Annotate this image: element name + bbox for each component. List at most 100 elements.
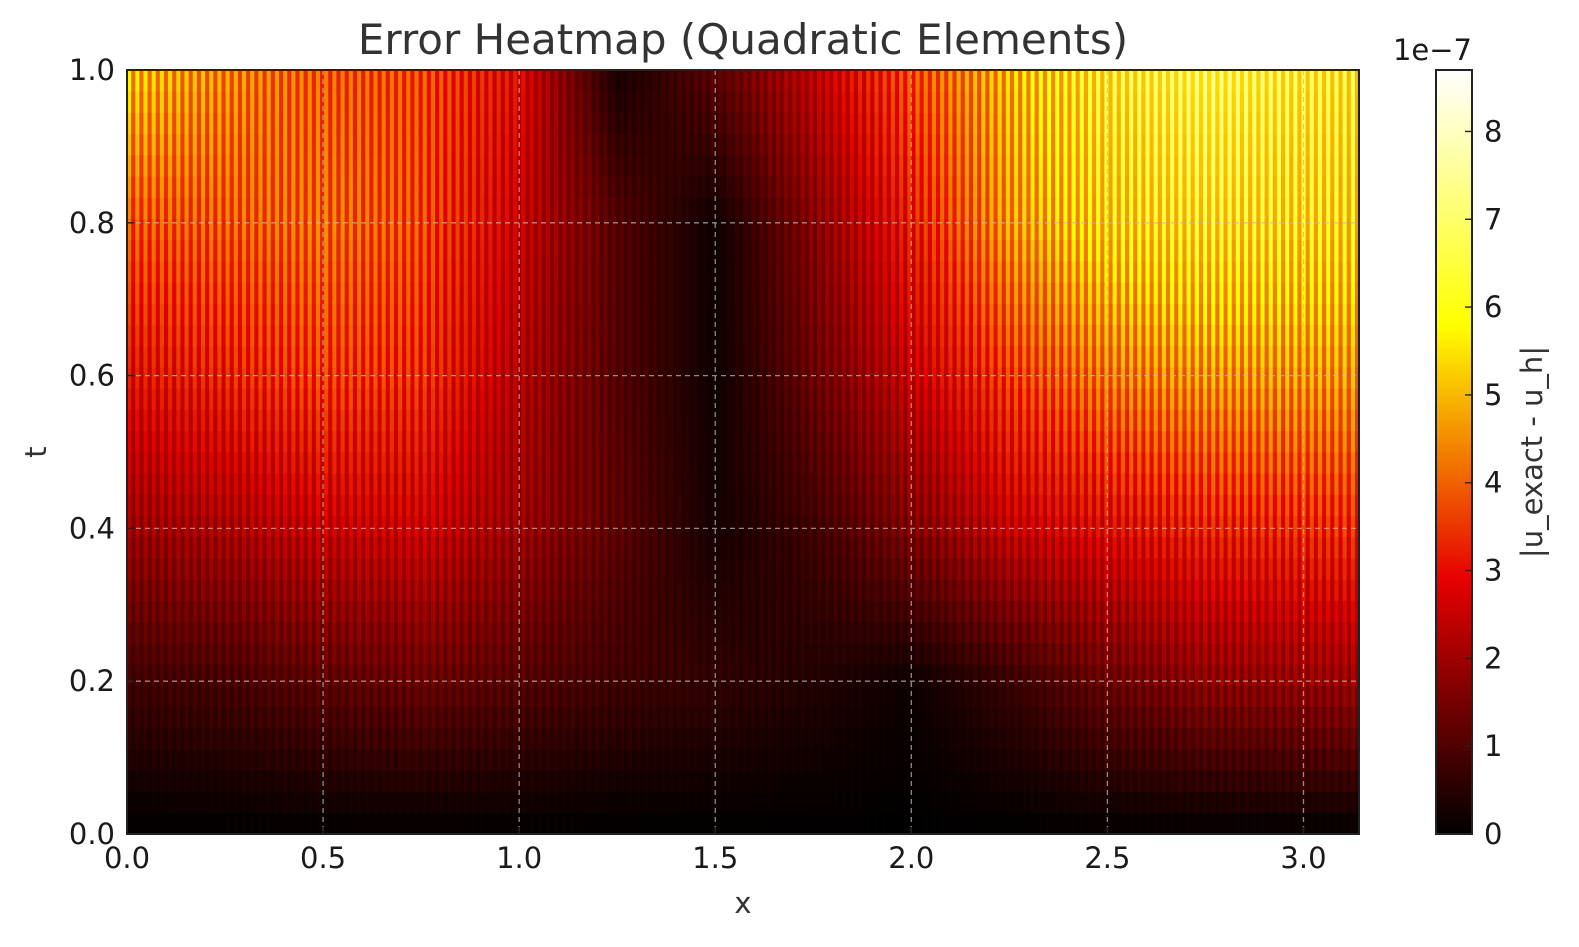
heatmap-cell — [439, 90, 444, 113]
heatmap-cell — [348, 451, 354, 474]
heatmap-cell — [336, 112, 342, 135]
heatmap-cell — [648, 791, 654, 814]
heatmap-cell — [467, 281, 473, 304]
heatmap-cell — [336, 366, 342, 389]
heatmap-cell — [677, 345, 682, 368]
heatmap-cell — [278, 154, 284, 177]
heatmap-cell — [640, 175, 646, 198]
heatmap-cell — [607, 70, 613, 92]
heatmap-cell — [250, 196, 255, 219]
heatmap-cell — [578, 70, 584, 92]
heatmap-cell — [508, 196, 514, 219]
heatmap-cell — [586, 133, 592, 156]
heatmap-cell — [200, 812, 206, 834]
heatmap-cell — [619, 600, 625, 623]
heatmap-cell — [398, 557, 403, 580]
heatmap-cell — [459, 133, 465, 156]
heatmap-cell — [640, 494, 646, 517]
heatmap-cell — [562, 494, 568, 517]
heatmap-cell — [537, 621, 543, 644]
heatmap-cell — [664, 791, 670, 814]
heatmap-cell — [669, 472, 674, 495]
heatmap-cell — [451, 112, 457, 135]
heatmap-cell — [554, 90, 559, 113]
heatmap-cell — [414, 578, 420, 601]
heatmap-cell — [426, 472, 432, 495]
heatmap-cell — [373, 387, 379, 410]
heatmap-cell — [554, 387, 559, 410]
heatmap-cell — [541, 621, 547, 644]
heatmap-cell — [476, 239, 481, 262]
heatmap-cell — [320, 133, 325, 156]
heatmap-cell — [303, 387, 309, 410]
heatmap-cell — [135, 706, 140, 729]
heatmap-cell — [414, 239, 420, 262]
heatmap-cell — [664, 494, 670, 517]
heatmap-cell — [131, 472, 136, 495]
heatmap-cell — [599, 600, 604, 623]
heatmap-cell — [225, 578, 231, 601]
heatmap-cell — [315, 812, 321, 834]
heatmap-cell — [480, 218, 485, 241]
heatmap-cell — [241, 642, 247, 665]
heatmap-cell — [139, 472, 145, 495]
heatmap-cell — [562, 642, 568, 665]
heatmap-cell — [455, 748, 461, 771]
heatmap-cell — [599, 324, 604, 347]
heatmap-cell — [418, 366, 424, 389]
heatmap-cell — [492, 727, 498, 750]
heatmap-cell — [652, 366, 658, 389]
heatmap-cell — [467, 175, 473, 198]
heatmap-cell — [619, 685, 625, 708]
heatmap-cell — [283, 663, 288, 686]
heatmap-cell — [471, 409, 477, 432]
heatmap-cell — [636, 196, 641, 219]
heatmap-cell — [689, 366, 695, 389]
heatmap-cell — [241, 663, 247, 686]
heatmap-cell — [209, 430, 214, 453]
heatmap-cell — [373, 515, 379, 538]
heatmap-cell — [677, 387, 682, 410]
heatmap-cell — [168, 642, 173, 665]
heatmap-cell — [205, 472, 210, 495]
heatmap-cell — [262, 663, 268, 686]
heatmap-cell — [254, 260, 260, 283]
heatmap-cell — [554, 366, 559, 389]
heatmap-cell — [278, 706, 284, 729]
heatmap-cell — [299, 769, 305, 792]
heatmap-cell — [352, 557, 358, 580]
heatmap-cell — [410, 260, 416, 283]
heatmap-cell — [315, 324, 321, 347]
heatmap-cell — [188, 324, 194, 347]
heatmap-cell — [558, 409, 563, 432]
heatmap-cell — [443, 260, 448, 283]
heatmap-cell — [328, 90, 333, 113]
heatmap-cell — [615, 70, 621, 92]
heatmap-cell — [311, 196, 317, 219]
heatmap-cell — [246, 685, 251, 708]
heatmap-cell — [344, 154, 350, 177]
heatmap-cell — [685, 748, 691, 771]
heatmap-cell — [377, 409, 383, 432]
heatmap-cell — [484, 387, 489, 410]
heatmap-cell — [681, 430, 687, 453]
heatmap-cell — [644, 387, 650, 410]
heatmap-cell — [652, 515, 658, 538]
heatmap-cell — [299, 430, 305, 453]
heatmap-cell — [504, 430, 510, 453]
heatmap-cell — [168, 515, 173, 538]
heatmap-cell — [155, 175, 161, 198]
heatmap-cell — [398, 239, 403, 262]
heatmap-cell — [406, 112, 411, 135]
heatmap-cell — [504, 303, 510, 326]
heatmap-cell — [340, 451, 346, 474]
heatmap-cell — [131, 685, 136, 708]
heatmap-cell — [693, 494, 699, 517]
heatmap-cell — [135, 557, 140, 580]
heatmap-cell — [352, 578, 358, 601]
heatmap-cell — [455, 494, 461, 517]
heatmap-cell — [307, 451, 313, 474]
heatmap-cell — [352, 70, 358, 92]
heatmap-cell — [435, 791, 440, 814]
heatmap-cell — [369, 324, 374, 347]
